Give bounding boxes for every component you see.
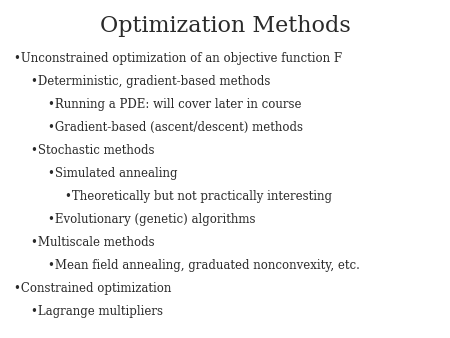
Text: •Deterministic, gradient-based methods: •Deterministic, gradient-based methods [31,75,270,88]
Text: •Theoretically but not practically interesting: •Theoretically but not practically inter… [65,190,332,203]
Text: •Running a PDE: will cover later in course: •Running a PDE: will cover later in cour… [48,98,301,111]
Text: •Mean field annealing, graduated nonconvexity, etc.: •Mean field annealing, graduated nonconv… [48,259,360,272]
Text: •Constrained optimization: •Constrained optimization [14,282,171,295]
Text: Optimization Methods: Optimization Methods [99,15,351,37]
Text: •Evolutionary (genetic) algorithms: •Evolutionary (genetic) algorithms [48,213,255,226]
Text: •Stochastic methods: •Stochastic methods [31,144,154,157]
Text: •Simulated annealing: •Simulated annealing [48,167,177,180]
Text: •Gradient-based (ascent/descent) methods: •Gradient-based (ascent/descent) methods [48,121,303,134]
Text: •Multiscale methods: •Multiscale methods [31,236,154,249]
Text: •Unconstrained optimization of an objective function F: •Unconstrained optimization of an object… [14,52,342,65]
Text: •Lagrange multipliers: •Lagrange multipliers [31,305,162,318]
